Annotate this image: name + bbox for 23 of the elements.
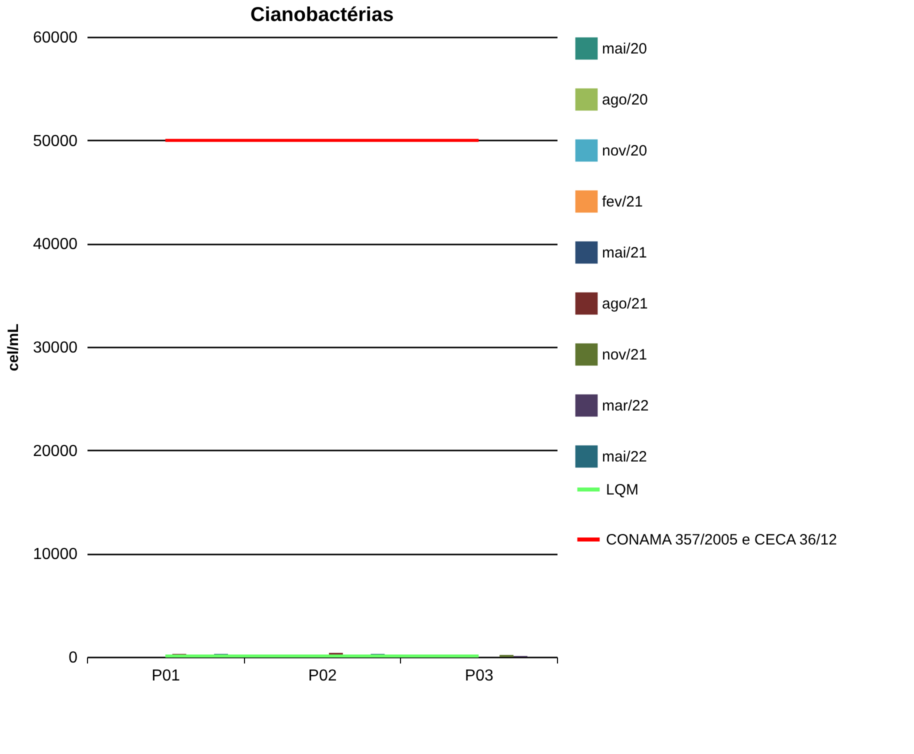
legend-label: mai/21 [602, 244, 648, 262]
x-tick-label: P03 [464, 668, 494, 684]
legend-label: nov/20 [602, 142, 648, 160]
legend-label: nov/21 [602, 346, 648, 364]
legend-label: CONAMA 357/2005 e CECA 36/12 [606, 532, 837, 548]
legend-label: mai/22 [602, 448, 648, 466]
chart-title: Cianobactérias [250, 4, 394, 26]
y-tick-label: 50000 [33, 132, 78, 150]
legend-label: fev/21 [602, 194, 643, 210]
x-tick-label: P01 [152, 668, 180, 684]
legend-label: ago/21 [602, 296, 648, 312]
y-tick-label: 10000 [33, 546, 78, 564]
y-axis-title: cel/mL [5, 324, 22, 372]
y-tick-label: 40000 [33, 236, 78, 254]
y-tick-label: 20000 [33, 442, 78, 460]
legend-label: ago/20 [602, 92, 648, 108]
legend-label: mar/22 [602, 398, 649, 414]
legend-label: mai/20 [602, 40, 648, 58]
y-tick-label: 60000 [33, 30, 78, 46]
y-tick-label: 0 [68, 650, 78, 666]
legend-label: LQM [606, 482, 639, 498]
x-tick-label: P02 [308, 668, 337, 684]
y-tick-label: 30000 [33, 340, 78, 356]
